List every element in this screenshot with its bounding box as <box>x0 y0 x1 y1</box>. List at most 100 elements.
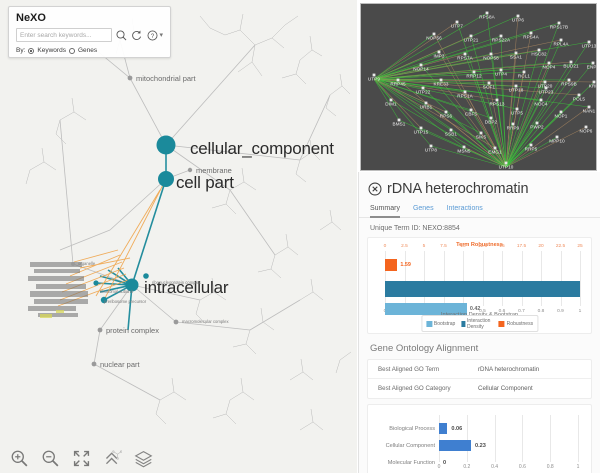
chart1-bottom-tick: 0.7 <box>518 309 525 314</box>
radio-label-keywords: Keywords <box>37 47 66 54</box>
go-category-value: Cellular Component <box>478 385 533 392</box>
gridline <box>502 251 503 306</box>
chart2-category-label: Biological Process <box>389 425 435 432</box>
go-alignment-table: Best Aligned GO Term rDNA heterochromati… <box>367 359 592 399</box>
chart2-tick: 0.2 <box>463 464 471 470</box>
legend-swatch-interaction-density <box>461 320 466 327</box>
chart2-tick: 1 <box>576 464 580 470</box>
chart1-bottom-tick: 0.8 <box>537 309 545 314</box>
node-label-macromolecular-complex: macromolecular complex <box>182 319 229 324</box>
gridline <box>541 251 542 306</box>
tab-genes[interactable]: Genes <box>412 205 434 212</box>
node-label-mitochondrial-part: mitochondrial part <box>136 74 196 83</box>
chevron-down-icon[interactable]: ▾ <box>159 32 164 39</box>
chart1-bottom-tick: 1 <box>578 309 582 314</box>
table-row: Best Aligned GO Category Cellular Compon… <box>368 379 591 398</box>
bar-bootstrap <box>385 303 467 315</box>
legend-label-interaction-density: Interaction Density <box>467 317 491 330</box>
bar-biological-process <box>439 423 448 434</box>
node-cellular-component <box>156 135 176 155</box>
go-category-chart: 0 0.2 0.4 0.6 0.8 1 Biological Process 0.06 Cell… <box>373 411 586 473</box>
gene-network-graph[interactable] <box>361 4 597 171</box>
term-detail-panel[interactable]: rDNA heterochromatin Summary Genes Inter… <box>358 172 600 473</box>
reset-icon[interactable] <box>130 29 143 42</box>
bar-value-robustness: 1.59 <box>400 262 411 268</box>
node-label-nuclear-part: nuclear part <box>100 360 140 369</box>
bar-value-molecular-function: 0 <box>443 459 447 466</box>
zoom-out-icon[interactable] <box>41 449 60 468</box>
node-label-cellular-component: cellular_component <box>190 139 334 158</box>
legend-swatch-bootstrap <box>425 320 432 327</box>
chart1-legend: Bootstrap Interaction Density Robustness <box>420 315 539 332</box>
chart1-top-tick: 12.5 <box>477 244 488 249</box>
page-title: rDNA heterochromatin <box>387 181 529 197</box>
help-icon[interactable]: ? <box>146 29 159 42</box>
legend-label-bootstrap: Bootstrap <box>433 320 456 327</box>
go-category-chart-card: 0 0.2 0.4 0.6 0.8 1 Biological Process 0.06 Cell… <box>367 404 592 473</box>
chart2-tick: 0.4 <box>491 464 499 470</box>
gridline <box>439 415 440 462</box>
go-term-key: Best Aligned GO Term <box>378 365 440 373</box>
search-filter-row[interactable]: By: Keywords Genes <box>16 47 163 54</box>
chart2-category-label: Molecular Function <box>387 459 435 466</box>
chart1-top-tick: 0 <box>383 244 387 249</box>
chart2-category-label: Cellular Component <box>385 442 435 449</box>
gridline <box>424 251 425 306</box>
chart1-plot: 02.557.51012.51517.52022.52500.10.20.30.… <box>384 244 583 315</box>
chart1-title: Term Robustness <box>456 242 503 248</box>
tree-toolbar[interactable] <box>0 443 357 473</box>
gridline <box>443 251 445 306</box>
search-icon[interactable] <box>115 29 128 42</box>
chart1-top-tick: 2.5 <box>401 244 408 249</box>
collapse-icon[interactable] <box>103 449 122 468</box>
robustness-chart-card: Term Robustness 0 2.5 5 7.5 10 12.5 15 17.5 20 22… <box>367 237 592 334</box>
gridline <box>482 251 484 306</box>
chart1-bottom-tick: 0.5 <box>479 309 486 314</box>
chart1-top-tick: 5 <box>422 244 426 249</box>
search-input[interactable] <box>16 28 112 42</box>
close-icon[interactable] <box>368 182 382 196</box>
bar-robustness <box>385 259 398 271</box>
ontology-tree-panel[interactable]: cellular_component cell part intracellul… <box>0 0 357 473</box>
chart2-tick: 0.8 <box>546 464 554 470</box>
filter-by-label: By: <box>16 47 26 54</box>
gridline <box>522 415 524 462</box>
chart1-top-tick: 7.5 <box>440 244 447 249</box>
detail-header: rDNA heterochromatin <box>359 172 600 199</box>
gridline <box>404 251 406 306</box>
radio-keywords[interactable] <box>28 47 35 54</box>
gridline <box>578 415 579 462</box>
gridline <box>494 415 496 462</box>
legend-swatch-robustness <box>498 320 505 327</box>
tab-summary[interactable]: Summary <box>370 205 400 218</box>
gridline <box>466 415 468 462</box>
node-label-protein-complex: protein complex <box>106 326 159 335</box>
legend-item-interaction-density: Interaction Density <box>461 318 492 330</box>
legend-item-bootstrap: Bootstrap <box>425 320 456 327</box>
gene-interaction-network-panel[interactable]: UTP9 RPS8A UTP6 UTP7 RPS17B NOP56 UTP21 RPS22A R… <box>360 3 597 171</box>
tab-interactions[interactable]: Interactions <box>446 205 483 212</box>
fit-screen-icon[interactable] <box>72 449 91 468</box>
chart2-tick: 0 <box>437 464 441 470</box>
search-panel[interactable]: NeXO ? ▾ By: Keywords Genes <box>8 6 171 58</box>
node-label-preribosome-precursor: preribosome precursor <box>104 299 147 304</box>
radio-genes[interactable] <box>68 47 75 54</box>
svg-text:?: ? <box>150 32 154 39</box>
go-alignment-heading: Gene Ontology Alignment <box>370 343 479 354</box>
legend-label-robustness: Robustness <box>506 320 534 327</box>
zoom-in-icon[interactable] <box>10 449 29 468</box>
gridline <box>521 251 523 306</box>
node-label-ribonucleoprotein-complex: ribonucleoprotein complex <box>152 280 201 285</box>
ontology-tree-graph[interactable] <box>0 0 357 473</box>
bar-interaction-density <box>385 281 580 297</box>
detail-tabs[interactable]: Summary Genes Interactions <box>359 199 600 218</box>
chart1-top-tick: 22.5 <box>555 244 566 249</box>
layers-icon[interactable] <box>134 449 153 468</box>
radio-label-genes: Genes <box>77 47 98 54</box>
chart1-bottom-tick: 0.6 <box>498 309 506 314</box>
bar-value-bootstrap: 0.42 <box>469 306 481 312</box>
bar-value-cellular-component: 0.23 <box>474 442 486 449</box>
chart1-top-tick: 20 <box>538 244 544 249</box>
chart2-plot: 0 0.2 0.4 0.6 0.8 1 Biological Process 0.06 Cell… <box>386 415 579 470</box>
chart2-tick: 0.6 <box>518 464 526 470</box>
